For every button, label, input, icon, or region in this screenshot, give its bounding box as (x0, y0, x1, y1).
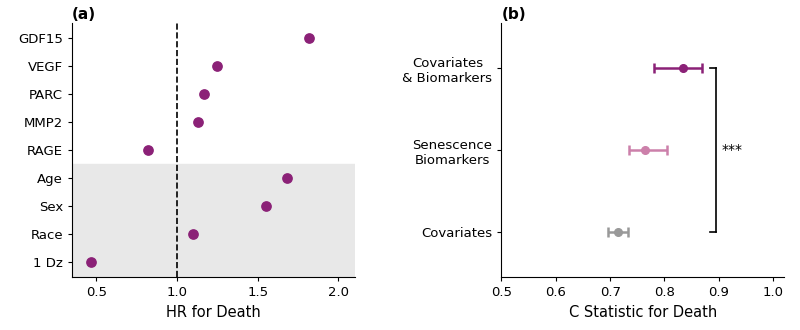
Point (85, 259, 98, 264)
Point (259, 203, 272, 209)
Text: ***: *** (722, 143, 742, 157)
Point (191, 119, 204, 125)
Bar (72, 164, 354, 276)
X-axis label: HR for Death: HR for Death (166, 305, 261, 320)
Point (211, 64, 224, 69)
Point (303, 36, 316, 41)
Point (186, 231, 199, 237)
Text: (a): (a) (72, 7, 96, 22)
X-axis label: C Statistic for Death: C Statistic for Death (569, 305, 717, 320)
Point (280, 176, 293, 181)
Point (198, 92, 210, 97)
Text: (b): (b) (502, 7, 526, 22)
Point (142, 148, 154, 153)
